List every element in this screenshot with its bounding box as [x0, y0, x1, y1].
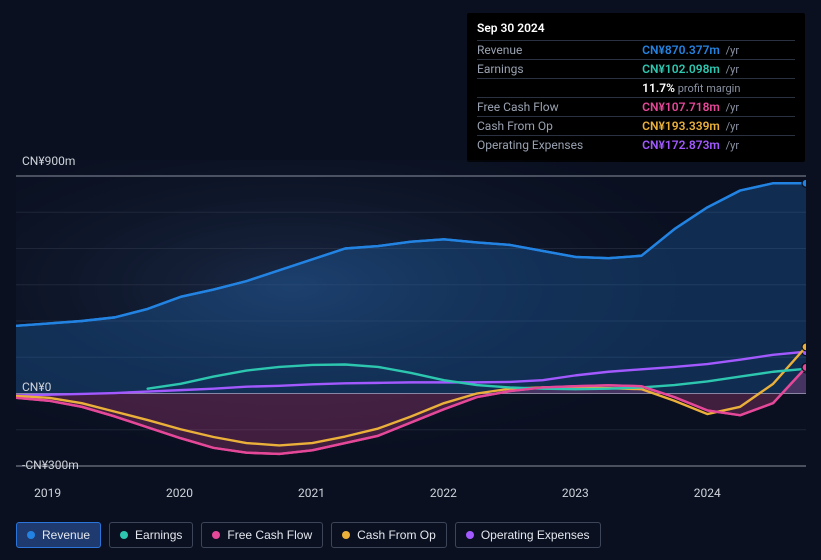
tooltip-row: Free Cash FlowCN¥107.718m /yr [477, 98, 795, 117]
swatch-icon [466, 531, 474, 539]
tooltip-date: Sep 30 2024 [477, 19, 795, 40]
tooltip-row: Operating ExpensesCN¥172.873m /yr [477, 136, 795, 155]
tooltip-metric-label: Revenue [477, 41, 642, 60]
legend-item-opex[interactable]: Operating Expenses [455, 522, 601, 548]
tooltip-row: Cash From OpCN¥193.339m /yr [477, 117, 795, 136]
tooltip-row: 11.7% profit margin [477, 79, 795, 98]
tooltip-row: RevenueCN¥870.377m /yr [477, 41, 795, 60]
legend-label: Free Cash Flow [227, 528, 312, 542]
x-axis-label: 2019 [34, 486, 61, 500]
swatch-icon [120, 531, 128, 539]
legend-item-fcf[interactable]: Free Cash Flow [201, 522, 323, 548]
legend-label: Cash From Op [357, 528, 436, 542]
tooltip-metric-value: CN¥107.718m /yr [642, 98, 795, 117]
tooltip-metric-label [477, 79, 642, 98]
x-axis-label: 2022 [430, 486, 457, 500]
tooltip-metric-value: CN¥102.098m /yr [642, 60, 795, 79]
tooltip-metric-value: 11.7% profit margin [642, 79, 795, 98]
x-axis-label: 2024 [694, 486, 721, 500]
y-axis-label-zero: CN¥0 [22, 380, 51, 394]
tooltip-metric-label: Cash From Op [477, 117, 642, 136]
tooltip-metric-value: CN¥870.377m /yr [642, 41, 795, 60]
viewport: Sep 30 2024 RevenueCN¥870.377m /yrEarnin… [0, 0, 821, 560]
tooltip-metric-value: CN¥193.339m /yr [642, 117, 795, 136]
x-axis-label: 2023 [562, 486, 589, 500]
chart-svg [16, 160, 806, 478]
tooltip-metric-label: Operating Expenses [477, 136, 642, 155]
legend-label: Operating Expenses [481, 528, 590, 542]
legend-label: Revenue [42, 528, 90, 542]
y-axis-label-bottom: -CN¥300m [22, 458, 79, 472]
legend-item-earnings[interactable]: Earnings [109, 522, 193, 548]
tooltip-row: EarningsCN¥102.098m /yr [477, 60, 795, 79]
chart[interactable]: CN¥900m CN¥0 -CN¥300m 201920202021202220… [16, 160, 806, 478]
tooltip-metric-label: Free Cash Flow [477, 98, 642, 117]
y-axis-label-top: CN¥900m [22, 154, 75, 168]
x-axis-label: 2021 [298, 486, 325, 500]
swatch-icon [342, 531, 350, 539]
swatch-icon [27, 531, 35, 539]
legend-item-revenue[interactable]: Revenue [16, 522, 101, 548]
legend-label: Earnings [135, 528, 182, 542]
hover-tooltip: Sep 30 2024 RevenueCN¥870.377m /yrEarnin… [467, 13, 805, 162]
tooltip-metric-value: CN¥172.873m /yr [642, 136, 795, 155]
legend: Revenue Earnings Free Cash Flow Cash From O… [16, 522, 601, 548]
legend-item-cfo[interactable]: Cash From Op [331, 522, 447, 548]
tooltip-table: RevenueCN¥870.377m /yrEarningsCN¥102.098… [477, 40, 795, 154]
swatch-icon [212, 531, 220, 539]
tooltip-metric-label: Earnings [477, 60, 642, 79]
x-axis-label: 2020 [166, 486, 193, 500]
